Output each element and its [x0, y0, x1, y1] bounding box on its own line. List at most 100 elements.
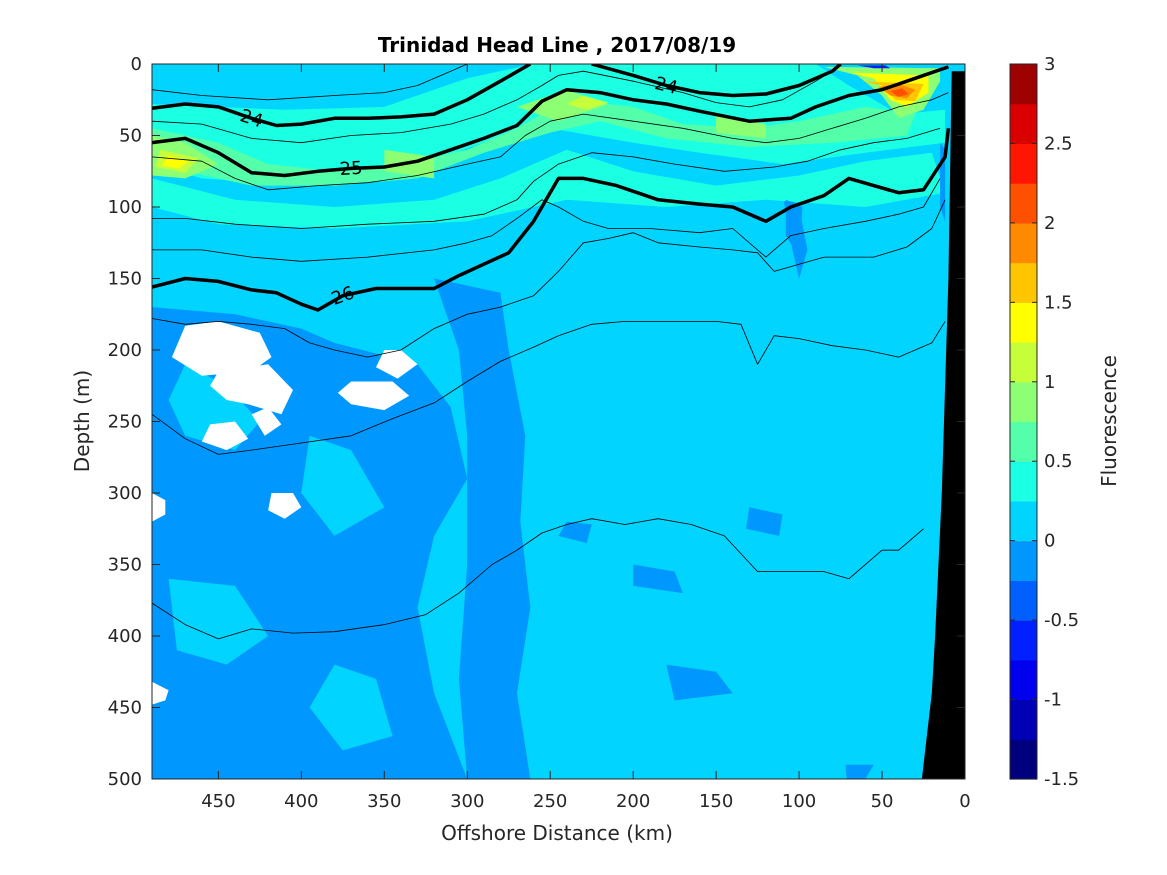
contour-label: 25	[339, 158, 363, 180]
y-tick-label: 300	[108, 483, 142, 504]
fluorescence-patch	[152, 149, 946, 229]
x-tick-label: 200	[616, 791, 650, 812]
y-tick-label: 250	[108, 412, 142, 433]
isopycnal-line-bold	[152, 128, 951, 312]
isopycnal-line	[152, 518, 924, 640]
fluorescence-patch	[633, 564, 683, 594]
fluorescence-patch	[434, 278, 531, 779]
y-tick-label: 0	[131, 54, 142, 75]
colorbar-tick-label: -1.5	[1044, 769, 1079, 790]
y-tick-label: 450	[108, 698, 142, 719]
missing-data-region	[210, 364, 293, 415]
x-tick-label: 150	[699, 791, 733, 812]
fluorescence-patch	[168, 578, 269, 665]
colorbar-tick-label: 0.5	[1044, 451, 1073, 472]
y-axis-label: Depth (m)	[70, 370, 94, 472]
fluorescence-patch	[152, 99, 916, 186]
colorbar-swatch	[1010, 739, 1037, 780]
y-tick-label: 100	[108, 197, 142, 218]
missing-data-region	[251, 407, 282, 436]
colorbar-tick-label: 3	[1044, 54, 1055, 75]
y-tick-label: 150	[108, 269, 142, 290]
fluorescence-patch	[890, 88, 909, 97]
x-tick-label: 100	[782, 791, 816, 812]
isopycnal-line-bold	[152, 64, 532, 128]
colorbar-swatch	[1010, 64, 1037, 105]
missing-data-region	[268, 493, 302, 519]
colorbar-swatch	[1010, 540, 1037, 581]
fluorescence-patch	[845, 764, 874, 779]
x-axis-ticks: 450 400 350 300 250 200 150 100 50 0	[201, 64, 971, 812]
fluorescence-patch	[785, 199, 803, 258]
fluorescence-patch	[666, 664, 733, 701]
fluorescence-patch	[716, 114, 766, 139]
colorbar-swatch	[1010, 461, 1037, 502]
y-axis-ticks: 0 50 100 150 200 250 300 350 400 450 500	[108, 54, 965, 790]
x-tick-label: 250	[533, 791, 567, 812]
colorbar-swatch	[1010, 421, 1037, 462]
colorbar-swatch	[1010, 620, 1037, 661]
isopycnal-line	[152, 92, 949, 191]
colorbar-tick-label: 2	[1044, 213, 1055, 234]
fluorescence-patch	[566, 95, 609, 110]
missing-data-region	[201, 421, 249, 451]
y-tick-label: 400	[108, 626, 142, 647]
colorbar-tick-label: 1	[1044, 372, 1055, 393]
seafloor-bathymetry	[921, 71, 965, 779]
colorbar-swatch	[1010, 103, 1037, 144]
x-axis-label: Offshore Distance (km)	[441, 821, 673, 845]
isopycnal-line	[152, 321, 946, 455]
isopycnal-line-bold	[152, 65, 949, 178]
colorbar-tick-label: 0	[1044, 531, 1055, 552]
isopycnal-line	[152, 199, 946, 358]
density-contours	[152, 64, 951, 640]
isopycnal-line	[152, 178, 941, 262]
y-tick-label: 50	[119, 126, 142, 147]
x-tick-label: 450	[201, 791, 235, 812]
y-tick-label: 350	[108, 555, 142, 576]
colorbar-tick-label: 2.5	[1044, 133, 1073, 154]
colorbar-swatch	[1010, 381, 1037, 423]
chart-title: Trinidad Head Line , 2017/08/19	[378, 33, 736, 57]
x-tick-label: 400	[284, 791, 318, 812]
colorbar-swatch	[1010, 342, 1037, 383]
fluorescence-patches	[152, 64, 946, 779]
colorbar-swatch	[1010, 699, 1037, 740]
colorbar	[1010, 64, 1037, 780]
missing-data-region	[376, 350, 418, 379]
colorbar-swatch	[1010, 580, 1037, 621]
y-tick-label: 200	[108, 340, 142, 361]
isopycnal-line-bold	[591, 64, 842, 98]
contour-label-text: 25	[339, 158, 363, 180]
colorbar-swatch	[1010, 302, 1037, 343]
colorbar-swatch	[1010, 222, 1037, 264]
y-tick-label: 500	[108, 769, 142, 790]
colorbar-tick-label: 1.5	[1044, 292, 1073, 313]
fluorescence-patch	[746, 507, 783, 536]
x-tick-label: 300	[450, 791, 484, 812]
colorbar-swatch	[1010, 659, 1037, 701]
colorbar-label: Fluorescence	[1097, 355, 1121, 487]
colorbar-ticks: 3 2.5 2 1.5 1 0.5 0 -0.5 -1 -1.5	[1010, 54, 1079, 790]
missing-data-region	[152, 681, 169, 705]
isopycnal-line	[152, 127, 941, 229]
colorbar-swatch	[1010, 143, 1037, 184]
colorbar-swatch	[1010, 500, 1037, 542]
missing-data-regions	[152, 321, 418, 705]
fluorescence-patch	[558, 521, 592, 543]
missing-data-region	[337, 381, 410, 411]
x-tick-label: 0	[959, 791, 970, 812]
fluorescence-patch	[301, 435, 385, 536]
colorbar-swatch	[1010, 262, 1037, 303]
plot-area	[152, 64, 965, 779]
colorbar-frame	[1009, 63, 1038, 780]
missing-data-region	[171, 321, 272, 376]
x-tick-label: 350	[367, 791, 401, 812]
fluorescence-patch	[309, 664, 393, 751]
colorbar-tick-label: -0.5	[1044, 610, 1079, 631]
colorbar-tick-label: -1	[1044, 690, 1062, 711]
isopycnal-line	[152, 64, 468, 101]
x-tick-label: 50	[871, 791, 894, 812]
missing-data-region	[152, 493, 166, 522]
